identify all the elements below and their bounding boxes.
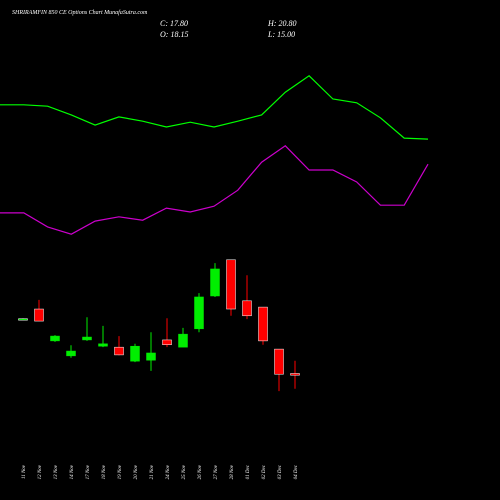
x-tick-label: 17 Nov: [86, 464, 91, 479]
x-tick-label: 01 Dec: [246, 464, 251, 479]
candle-body: [98, 343, 108, 347]
x-tick-label: 14 Nov: [70, 464, 75, 479]
x-tick-label: 28 Nov: [230, 464, 235, 479]
indicator-line: [0, 75, 429, 140]
candle-body: [162, 339, 172, 346]
candle-body: [274, 348, 284, 375]
candle-body: [178, 333, 188, 348]
candle: [34, 299, 44, 322]
candle: [18, 318, 28, 321]
close-label: C: 17.80: [160, 19, 188, 28]
candle-body: [34, 308, 44, 322]
x-tick-label: 25 Nov: [182, 464, 187, 479]
candle: [290, 360, 300, 389]
x-tick-label: 11 Nov: [22, 464, 27, 479]
candle: [130, 343, 140, 363]
candle-body: [226, 259, 236, 310]
candle: [66, 345, 76, 358]
candle: [50, 335, 60, 342]
x-tick-label: 20 Nov: [134, 464, 139, 479]
candle: [82, 317, 92, 341]
candle-body: [210, 268, 220, 297]
candle: [242, 275, 252, 320]
candle-body: [18, 318, 28, 321]
candle-body: [290, 373, 300, 376]
low-label: L: 15.00: [267, 30, 295, 39]
x-tick-label: 18 Nov: [102, 464, 107, 479]
candle-body: [146, 352, 156, 361]
candle: [194, 293, 204, 333]
candle-body: [66, 350, 76, 357]
x-tick-label: 13 Nov: [54, 464, 59, 479]
candle-body: [50, 335, 60, 342]
candle-body: [258, 306, 268, 342]
chart-title: SHRIRAMFIN 850 CE Options Chart MunafaSu…: [12, 9, 148, 16]
candle: [114, 336, 124, 356]
candle: [226, 259, 236, 316]
x-tick-label: 04 Dec: [294, 464, 299, 479]
candle-body: [114, 346, 124, 356]
high-label: H: 20.80: [267, 19, 296, 28]
x-tick-label: 12 Nov: [38, 464, 43, 479]
x-tick-label: 27 Nov: [214, 464, 219, 479]
x-tick-label: 21 Nov: [150, 464, 155, 479]
candle-body: [194, 296, 204, 330]
x-tick-label: 02 Dec: [262, 464, 267, 479]
candle-body: [242, 300, 252, 317]
candle: [146, 332, 156, 371]
candle: [258, 306, 268, 345]
candle: [274, 348, 284, 392]
indicator-line: [0, 145, 429, 235]
open-label: O: 18.15: [160, 30, 188, 39]
candle: [98, 325, 108, 348]
x-tick-label: 03 Dec: [278, 464, 283, 479]
candle: [210, 263, 220, 297]
x-tick-label: 24 Nov: [166, 464, 171, 479]
candle: [178, 327, 188, 348]
candle: [162, 318, 172, 348]
x-tick-label: 19 Nov: [118, 464, 123, 479]
candle-body: [82, 336, 92, 341]
candle-body: [130, 345, 140, 362]
x-tick-label: 26 Nov: [198, 464, 203, 479]
